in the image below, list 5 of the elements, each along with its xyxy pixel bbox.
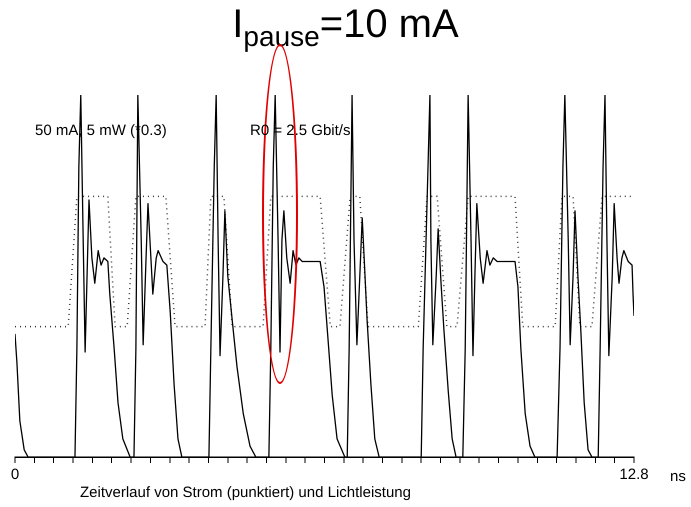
x-axis-title: Zeitverlauf von Strom (punktiert) und Lichtleistung <box>80 484 411 501</box>
x-tick-label: 0 <box>10 466 20 484</box>
text: ns <box>670 468 686 485</box>
x-tick-label: 12.8 <box>619 466 649 484</box>
chart-title: I$_{pause}$=10 mA <box>231 2 460 53</box>
